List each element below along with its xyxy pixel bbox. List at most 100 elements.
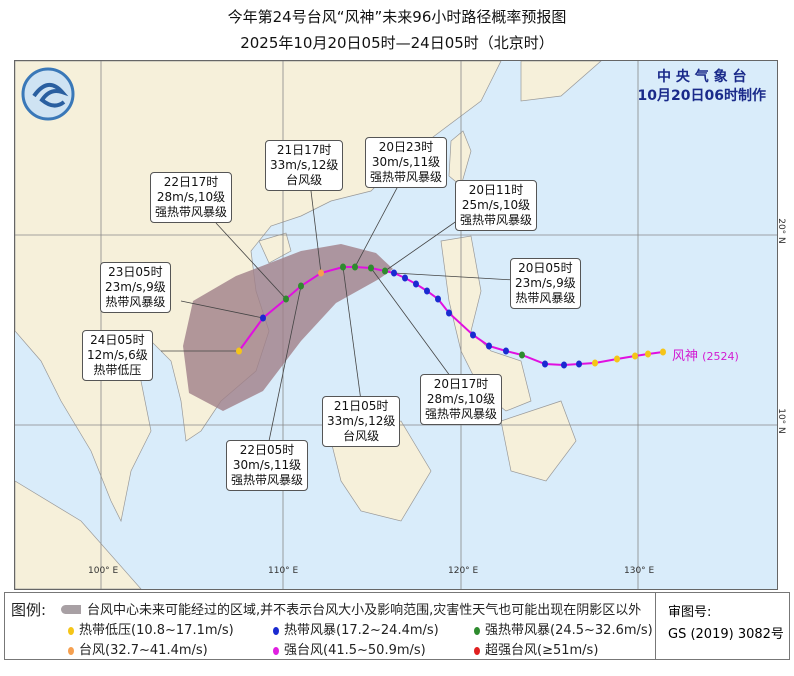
lon-tick: 100° E: [88, 566, 119, 576]
lon-tick: 110° E: [268, 566, 299, 576]
forecast-level: 强热带风暴级: [460, 213, 533, 227]
legend-label: 热带风暴(17.2~24.4m/s): [284, 623, 439, 638]
legend-item: 超强台风(≥51m/s): [474, 639, 598, 658]
track-point: [614, 355, 620, 363]
cma-logo: [21, 67, 75, 121]
forecast-level: 台风级: [343, 429, 380, 443]
track-point: [503, 347, 509, 355]
legend-label: 台风(32.7~41.4m/s): [79, 643, 208, 658]
forecast-level: 热带风暴级: [105, 295, 166, 309]
track-point: [298, 282, 304, 290]
track-point: [340, 263, 346, 271]
forecast-label: 20日11时 25m/s,10级 强热带风暴级: [455, 180, 538, 231]
issuer-name: 中 央 气 象 台: [657, 69, 747, 85]
legend-dot-icon: [474, 646, 480, 655]
forecast-time: 20日23时: [378, 140, 434, 154]
track-point: [402, 274, 408, 282]
track-point: [382, 267, 388, 275]
track-point: [435, 295, 441, 303]
forecast-level: 强热带风暴级: [231, 473, 304, 487]
legend-dot-icon: [273, 626, 279, 635]
track-point: [561, 361, 567, 369]
forecast-wind: 25m/s,10级: [461, 198, 531, 212]
track-point: [424, 287, 430, 295]
forecast-wind: 30m/s,11级: [232, 458, 302, 472]
forecast-level: 热带低压: [93, 363, 142, 377]
track-point: [352, 263, 358, 271]
legend: 图例: 台风中心未来可能经过的区域,并不表示台风大小及影响范围,灾害性天气也可能…: [4, 592, 790, 660]
forecast-wind: 23m/s,9级: [105, 280, 166, 294]
lat-tick: 20° N: [775, 218, 786, 244]
track-point: [470, 331, 476, 339]
forecast-wind: 28m/s,10级: [426, 392, 496, 406]
lon-tick: 130° E: [624, 566, 655, 576]
legend-dot-icon: [474, 626, 480, 635]
forecast-label: 22日05时 30m/s,11级 强热带风暴级: [226, 440, 309, 491]
track-point: [260, 314, 266, 322]
track-point: [391, 269, 397, 277]
forecast-wind: 12m/s,6级: [87, 348, 148, 362]
forecast-time: 20日11时: [468, 183, 524, 197]
forecast-level: 强热带风暴级: [155, 205, 228, 219]
forecast-label: 20日05时 23m/s,9级 热带风暴级: [510, 258, 581, 309]
legend-item: 台风(32.7~41.4m/s): [68, 639, 208, 658]
forecast-level: 台风级: [286, 173, 323, 187]
forecast-time: 22日17时: [163, 175, 219, 189]
forecast-label: 20日23时 30m/s,11级 强热带风暴级: [365, 137, 448, 188]
storm-label: 风神 (2524): [672, 345, 739, 364]
forecast-label: 22日17时 28m/s,10级 强热带风暴级: [150, 172, 233, 223]
lat-tick: 10° N: [775, 408, 786, 434]
legend-dot-icon: [68, 646, 74, 655]
track-point: [519, 351, 525, 359]
lon-tick: 120° E: [448, 566, 479, 576]
issue-time: 10月20日06时制作: [637, 88, 766, 104]
forecast-time: 21日05时: [333, 399, 389, 413]
track-point: [660, 348, 666, 356]
legend-item: 热带风暴(17.2~24.4m/s): [273, 619, 439, 638]
forecast-label: 23日05时 23m/s,9级 热带风暴级: [100, 262, 171, 313]
track-point: [486, 342, 492, 350]
track-point: [236, 347, 242, 355]
forecast-time: 20日05时: [518, 261, 573, 275]
forecast-time: 21日17时: [276, 143, 332, 157]
track-point: [645, 350, 651, 358]
forecast-wind: 23m/s,9级: [515, 276, 576, 290]
legend-cone: 台风中心未来可能经过的区域,并不表示台风大小及影响范围,灾害性天气也可能出现在阴…: [61, 599, 641, 618]
forecast-label: 21日17时 33m/s,12级 台风级: [265, 140, 344, 191]
forecast-time: 24日05时: [90, 333, 145, 347]
storm-code: (2524): [702, 350, 739, 363]
forecast-level: 强热带风暴级: [370, 170, 443, 184]
track-point: [368, 264, 374, 272]
storm-name: 风神: [672, 349, 699, 364]
forecast-time: 23日05时: [108, 265, 163, 279]
legend-item: 强台风(41.5~50.9m/s): [273, 639, 426, 658]
review-number: 审图号: GS (2019) 3082号: [655, 592, 790, 660]
track-point: [446, 309, 452, 317]
track-point: [413, 280, 419, 288]
forecast-time: 22日05时: [239, 443, 295, 457]
legend-label: 超强台风(≥51m/s): [485, 643, 599, 658]
track-point: [576, 360, 582, 368]
callout-lines: [161, 170, 532, 442]
map-title: 今年第24号台风“风神”未来96小时路径概率预报图: [227, 8, 567, 26]
legend-title: 图例:: [11, 601, 47, 619]
cone-swatch-icon: [61, 605, 81, 614]
forecast-label: 20日17时 28m/s,10级 强热带风暴级: [420, 374, 503, 425]
track-point: [632, 352, 638, 360]
forecast-label: 24日05时 12m/s,6级 热带低压: [82, 330, 153, 381]
track-point: [283, 295, 289, 303]
legend-dot-icon: [68, 626, 74, 635]
track-points: [236, 263, 666, 369]
legend-item: 强热带风暴(24.5~32.6m/s): [474, 619, 653, 638]
forecast-wind: 33m/s,12级: [270, 158, 339, 172]
map-subtitle: 2025年10月20日05时—24日05时（北京时）: [240, 34, 554, 52]
forecast-time: 20日17时: [433, 377, 489, 391]
legend-cone-text: 台风中心未来可能经过的区域,并不表示台风大小及影响范围,灾害性天气也可能出现在阴…: [87, 603, 642, 618]
forecast-wind: 28m/s,10级: [156, 190, 226, 204]
forecast-label: 21日05时 33m/s,12级 台风级: [322, 396, 401, 447]
legend-label: 强热带风暴(24.5~32.6m/s): [485, 623, 653, 638]
review-code: GS (2019) 3082号: [668, 627, 784, 642]
forecast-wind: 33m/s,12级: [327, 414, 396, 428]
track-point: [542, 360, 548, 368]
